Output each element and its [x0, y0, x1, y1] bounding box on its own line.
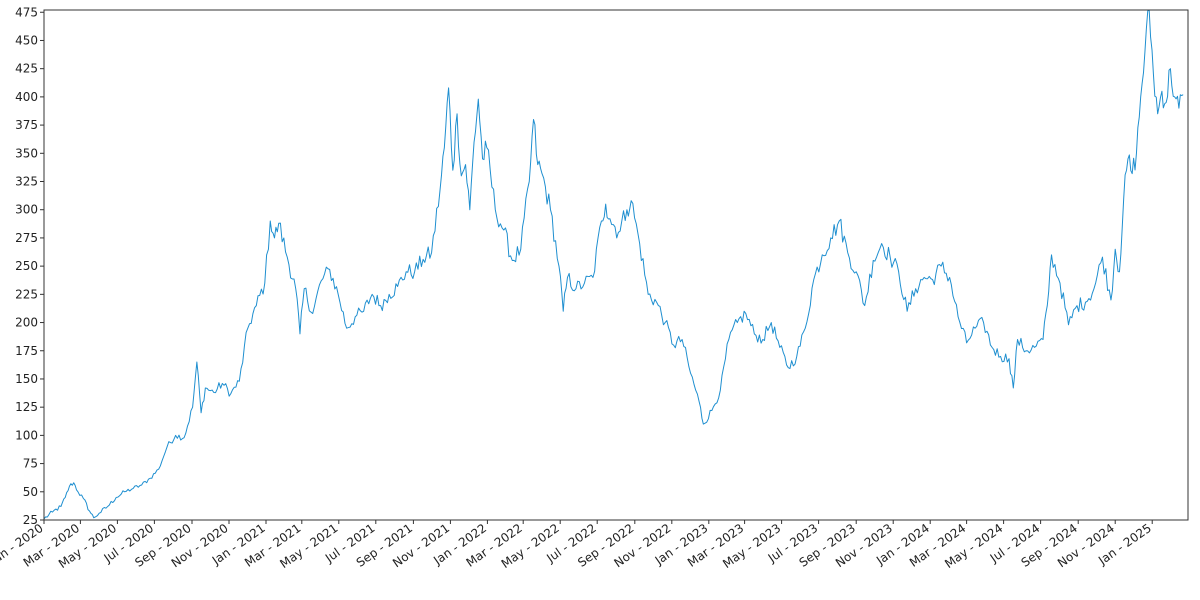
- y-tick-label: 250: [15, 259, 38, 273]
- y-tick-label: 75: [23, 457, 38, 471]
- y-tick-label: 375: [15, 118, 38, 132]
- y-tick-label: 175: [15, 344, 38, 358]
- y-tick-label: 475: [15, 5, 38, 19]
- y-axis: 25 50 75 100 125 150 175 200 225 250 275 300 325 350 3…: [15, 5, 44, 527]
- plot-frame: [43, 9, 1189, 521]
- y-tick-label: 225: [15, 287, 38, 301]
- y-tick-label: 300: [15, 203, 38, 217]
- y-tick-label: 150: [15, 372, 38, 386]
- y-tick-label: 350: [15, 146, 38, 160]
- price-series-line: [43, 9, 1184, 520]
- y-tick-label: 100: [15, 428, 38, 442]
- y-tick-label: 400: [15, 90, 38, 104]
- y-tick-label: 425: [15, 62, 38, 76]
- y-tick-label: 25: [23, 513, 38, 527]
- y-tick-label: 325: [15, 175, 38, 189]
- y-tick-label: 50: [23, 485, 38, 499]
- plot-area: [44, 10, 1188, 520]
- y-tick-label: 125: [15, 400, 38, 414]
- y-tick-label: 200: [15, 316, 38, 330]
- y-tick-label: 275: [15, 231, 38, 245]
- y-tick-label: 450: [15, 33, 38, 47]
